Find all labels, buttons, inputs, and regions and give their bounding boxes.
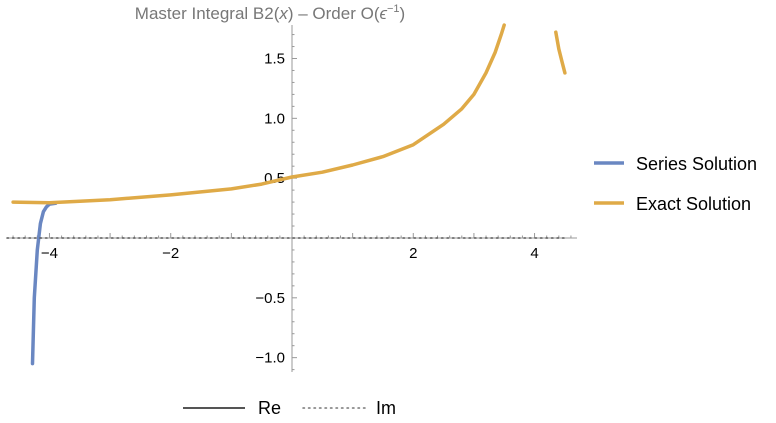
x-tick-label: −4 [41,245,58,262]
y-tick-label: −1.0 [255,350,285,367]
series-line-exact-solution-1 [11,23,506,205]
style-label-re: Re [258,398,281,418]
title-epsilon: ϵ [379,4,387,23]
legend-item-exact-solution: Exact Solution [594,194,751,214]
legend-label-exact-solution: Exact Solution [636,194,751,214]
title-variable: x [278,4,288,23]
style-legend-item-re: Re [183,398,281,418]
x-tick-label: −2 [162,245,179,262]
title-prefix: Master Integral B2( [135,4,280,23]
legend-label-series-solution: Series Solution [636,154,757,174]
style-label-im: Im [376,398,396,418]
style-legend: Re Im [183,398,396,418]
x-tick-label: 2 [409,245,417,262]
style-legend-item-im: Im [302,398,396,418]
legend: Series Solution Exact Solution [594,154,757,214]
tick-labels: −4 −2 2 41.51.00.5−0.5−1.0 [41,51,539,367]
y-tick-label: 1.5 [264,51,285,68]
y-tick-label: 1.0 [264,110,285,127]
y-tick-label: −0.5 [255,290,285,307]
series-layer [6,23,567,366]
title-exponent: −1 [387,3,400,15]
axes [7,25,577,372]
title-suffix: ) [400,4,406,23]
series-line-series-solution [30,201,58,366]
series-line-exact-solution-2 [554,30,567,75]
chart-title: Master Integral B2(x) – Order O(ϵ−1) [135,3,405,23]
x-tick-label: 4 [530,245,538,262]
legend-item-series-solution: Series Solution [594,154,757,174]
title-middle: ) – Order O( [288,4,380,23]
